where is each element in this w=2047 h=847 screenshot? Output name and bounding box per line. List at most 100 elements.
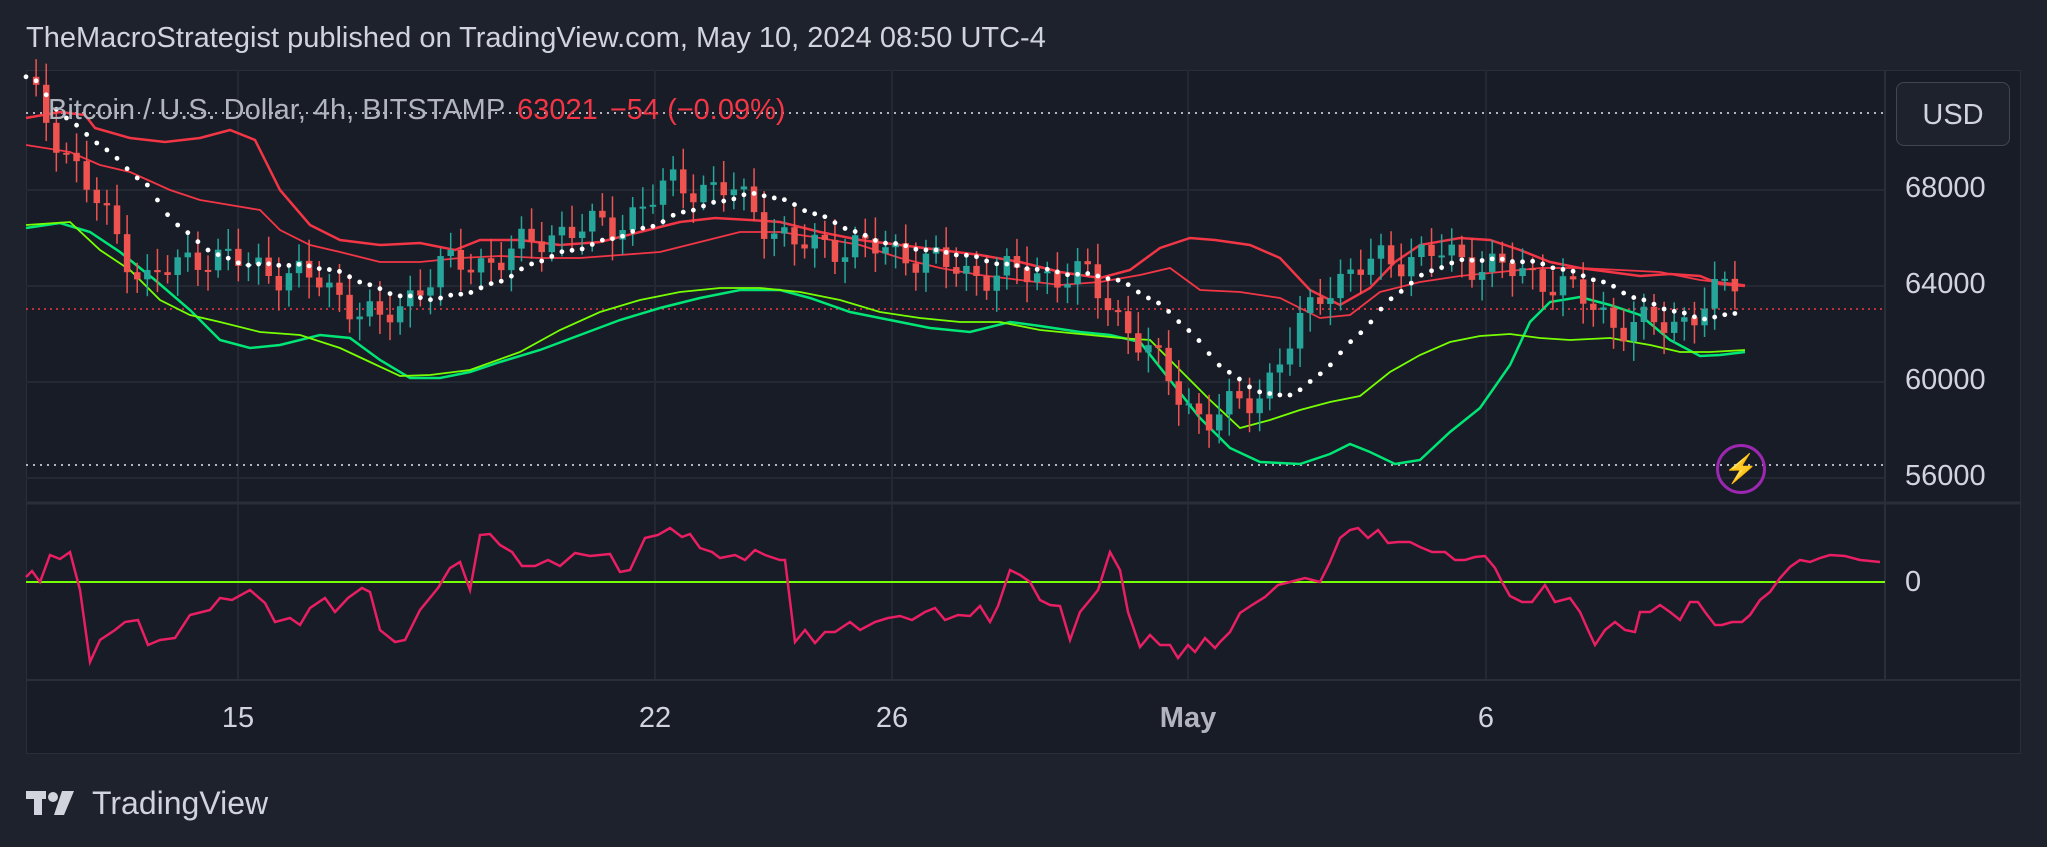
basis-dot bbox=[94, 140, 100, 146]
candle-body bbox=[224, 248, 232, 251]
candle-body bbox=[1044, 271, 1051, 274]
basis-dot bbox=[508, 273, 514, 279]
candle-body bbox=[83, 161, 90, 190]
basis-dot bbox=[155, 197, 160, 203]
basis-dot bbox=[1601, 279, 1606, 285]
basis-dot bbox=[1196, 338, 1202, 343]
basis-dot bbox=[660, 219, 666, 225]
candle-body bbox=[1256, 398, 1263, 414]
basis-dot bbox=[1570, 268, 1576, 274]
candle-body bbox=[376, 301, 384, 315]
basis-dot bbox=[1075, 271, 1081, 277]
basis-dot bbox=[1267, 391, 1273, 396]
symbol-legend[interactable]: Bitcoin / U.S. Dollar, 4h, BITSTAMP 63021… bbox=[48, 94, 786, 127]
candle-body bbox=[1468, 257, 1476, 280]
candle-body bbox=[295, 260, 303, 274]
candle-body bbox=[1226, 391, 1233, 415]
basis-dot bbox=[1095, 273, 1101, 279]
candle-body bbox=[568, 226, 576, 239]
candle-body bbox=[1660, 322, 1668, 333]
candle-body bbox=[457, 249, 465, 270]
basis-dot bbox=[347, 274, 352, 280]
basis-dot bbox=[1692, 314, 1697, 320]
x-tick-label: 26 bbox=[875, 702, 909, 734]
candle-body bbox=[1165, 347, 1172, 382]
basis-dot bbox=[610, 236, 615, 242]
candle-body bbox=[144, 270, 151, 280]
candle-body bbox=[629, 207, 636, 231]
currency-button[interactable]: USD bbox=[1896, 82, 2010, 146]
basis-dot bbox=[286, 263, 292, 268]
basis-dot bbox=[1125, 282, 1131, 288]
y-tick-label: 68000 bbox=[1905, 172, 1986, 204]
x-tick-label: 6 bbox=[1477, 702, 1495, 734]
candle-body bbox=[133, 272, 141, 280]
basis-dot bbox=[1348, 339, 1354, 345]
basis-dot bbox=[1661, 306, 1667, 312]
basis-dot bbox=[1429, 268, 1434, 274]
candle-body bbox=[73, 152, 80, 162]
candle-body bbox=[912, 263, 920, 273]
basis-dot bbox=[1297, 387, 1303, 393]
candle-body bbox=[1640, 306, 1648, 322]
basis-dot bbox=[215, 252, 221, 258]
candle-body bbox=[214, 249, 222, 271]
candle-body bbox=[437, 256, 444, 288]
candle-body bbox=[1124, 311, 1132, 334]
candle-body bbox=[649, 204, 657, 207]
chart-frame[interactable] bbox=[26, 70, 2021, 754]
basis-dot bbox=[1368, 319, 1374, 325]
basis-dot bbox=[802, 208, 808, 214]
basis-dot bbox=[1702, 316, 1707, 322]
candle-body bbox=[1691, 317, 1698, 326]
basis-dot bbox=[670, 212, 676, 218]
basis-dot bbox=[893, 241, 899, 246]
candle-body bbox=[1104, 298, 1112, 311]
candle-body bbox=[1488, 253, 1496, 272]
candle-body bbox=[690, 193, 697, 203]
basis-dot bbox=[650, 223, 656, 229]
upper-band-inner bbox=[25, 144, 1746, 319]
candle-body bbox=[427, 287, 434, 296]
basis-dot bbox=[1530, 258, 1536, 264]
basis-dot bbox=[1115, 277, 1121, 283]
basis-dot bbox=[1580, 273, 1586, 279]
candle-body bbox=[487, 258, 495, 263]
basis-dot bbox=[1378, 306, 1384, 312]
candle-body bbox=[1579, 279, 1587, 304]
candle-body bbox=[1519, 268, 1526, 277]
candle-body bbox=[386, 314, 394, 323]
basis-dot bbox=[84, 132, 90, 137]
y-tick-label: 60000 bbox=[1905, 364, 1986, 396]
candle-body bbox=[1246, 398, 1253, 414]
basis-dot bbox=[165, 212, 170, 218]
candle-body bbox=[316, 277, 323, 288]
candle-body bbox=[922, 253, 930, 273]
basis-dot bbox=[832, 220, 838, 226]
candle-body bbox=[1559, 276, 1567, 296]
basis-dot bbox=[579, 246, 585, 252]
basis-dot bbox=[1216, 362, 1222, 368]
candle-body bbox=[548, 235, 556, 253]
basis-dot bbox=[1257, 389, 1263, 395]
basis-dot bbox=[377, 286, 383, 292]
basis-dot bbox=[1489, 256, 1495, 262]
candle-body bbox=[194, 252, 202, 270]
candle-body bbox=[204, 269, 212, 272]
candle-body bbox=[1610, 307, 1617, 328]
basis-dot bbox=[1712, 314, 1718, 320]
lightning-alert-icon[interactable]: ⚡ bbox=[1716, 444, 1766, 494]
candle-body bbox=[417, 290, 424, 296]
candle-body bbox=[902, 243, 909, 264]
candle-body bbox=[447, 249, 454, 257]
basis-dot bbox=[266, 261, 272, 267]
candle-body bbox=[1296, 312, 1304, 349]
candle-body bbox=[1377, 245, 1385, 259]
basis-dot bbox=[529, 261, 534, 267]
basis-dot bbox=[276, 262, 282, 268]
candle-body bbox=[1175, 381, 1182, 405]
basis-dot bbox=[690, 207, 696, 213]
basis-dot bbox=[701, 203, 706, 209]
basis-dot bbox=[1055, 269, 1060, 275]
